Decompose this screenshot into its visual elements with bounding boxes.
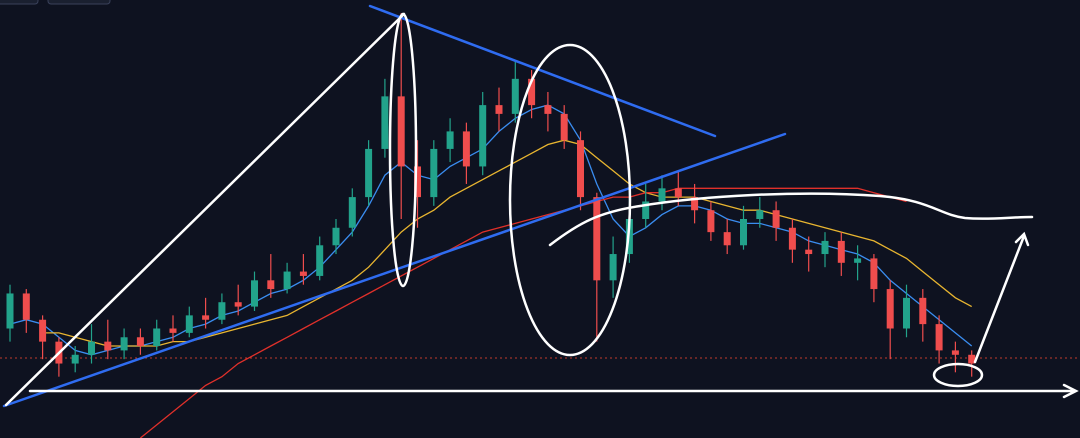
candle-body bbox=[968, 354, 976, 364]
candle-body bbox=[316, 245, 324, 276]
candle-body bbox=[6, 293, 14, 329]
candle-body bbox=[577, 140, 584, 198]
candle-body bbox=[593, 197, 601, 281]
candle-body bbox=[381, 96, 389, 149]
candle-body bbox=[723, 232, 731, 246]
candle-body bbox=[88, 341, 95, 355]
candle-body bbox=[495, 105, 503, 114]
candle-body bbox=[218, 302, 226, 320]
candle-body bbox=[903, 297, 910, 329]
candle-body bbox=[805, 249, 813, 255]
candle-body bbox=[772, 210, 780, 228]
drawn-arrow bbox=[973, 231, 1030, 364]
candle-body bbox=[658, 188, 666, 202]
candle-body bbox=[332, 227, 340, 246]
candle-body bbox=[511, 78, 519, 114]
candle-body bbox=[528, 78, 536, 106]
candle-body bbox=[185, 315, 193, 333]
ma-line bbox=[9, 104, 973, 356]
candle-body bbox=[854, 258, 862, 263]
trend-line bbox=[368, 4, 717, 138]
candle-body bbox=[39, 319, 47, 342]
candle-body bbox=[886, 289, 894, 329]
candle-body bbox=[414, 166, 421, 198]
drawn-ellipse bbox=[508, 43, 632, 357]
candle-body bbox=[756, 210, 764, 219]
candle-body bbox=[609, 254, 617, 281]
candle-body bbox=[642, 201, 650, 219]
candle-body bbox=[479, 105, 487, 167]
candle-body bbox=[560, 113, 568, 141]
candle-body bbox=[430, 148, 438, 198]
candle-body bbox=[544, 105, 552, 114]
candle-body bbox=[788, 227, 796, 250]
candle-body bbox=[71, 354, 79, 364]
trend-line bbox=[2, 132, 787, 408]
candle-body bbox=[267, 280, 275, 290]
candle-body bbox=[870, 258, 878, 290]
toolbar-button[interactable] bbox=[47, 0, 111, 5]
annotations bbox=[2, 4, 1079, 408]
candle-body bbox=[365, 148, 373, 198]
candle-body bbox=[299, 271, 307, 276]
candle-body bbox=[935, 324, 943, 351]
candle-body bbox=[691, 197, 699, 211]
candle-body bbox=[837, 240, 845, 263]
candle-body bbox=[120, 337, 128, 351]
candle-body bbox=[251, 280, 258, 307]
ma-line bbox=[139, 187, 907, 438]
candle-body bbox=[740, 219, 747, 246]
candle-body bbox=[951, 350, 959, 355]
candle-body bbox=[169, 328, 177, 333]
candle-body bbox=[397, 96, 405, 167]
toolbar-button[interactable] bbox=[0, 0, 39, 5]
candle-body bbox=[707, 210, 715, 233]
candle-body bbox=[283, 271, 291, 290]
candle-body bbox=[674, 188, 682, 198]
candle-body bbox=[202, 315, 210, 320]
candle-body bbox=[22, 293, 30, 320]
candle-body bbox=[919, 297, 927, 325]
candle-body bbox=[136, 337, 144, 347]
drawn-curve bbox=[548, 192, 1034, 247]
candle-body bbox=[462, 131, 470, 167]
drawn-arrow bbox=[28, 383, 1079, 399]
candle-body bbox=[234, 302, 242, 307]
candle-body bbox=[821, 240, 829, 255]
candle-body bbox=[153, 328, 161, 347]
drawn-ellipse bbox=[388, 12, 418, 288]
drawn-ellipse bbox=[932, 362, 984, 388]
candle-body bbox=[104, 341, 112, 351]
candle-body bbox=[348, 197, 356, 228]
drawn-line bbox=[4, 12, 406, 407]
candle-body bbox=[446, 131, 454, 149]
